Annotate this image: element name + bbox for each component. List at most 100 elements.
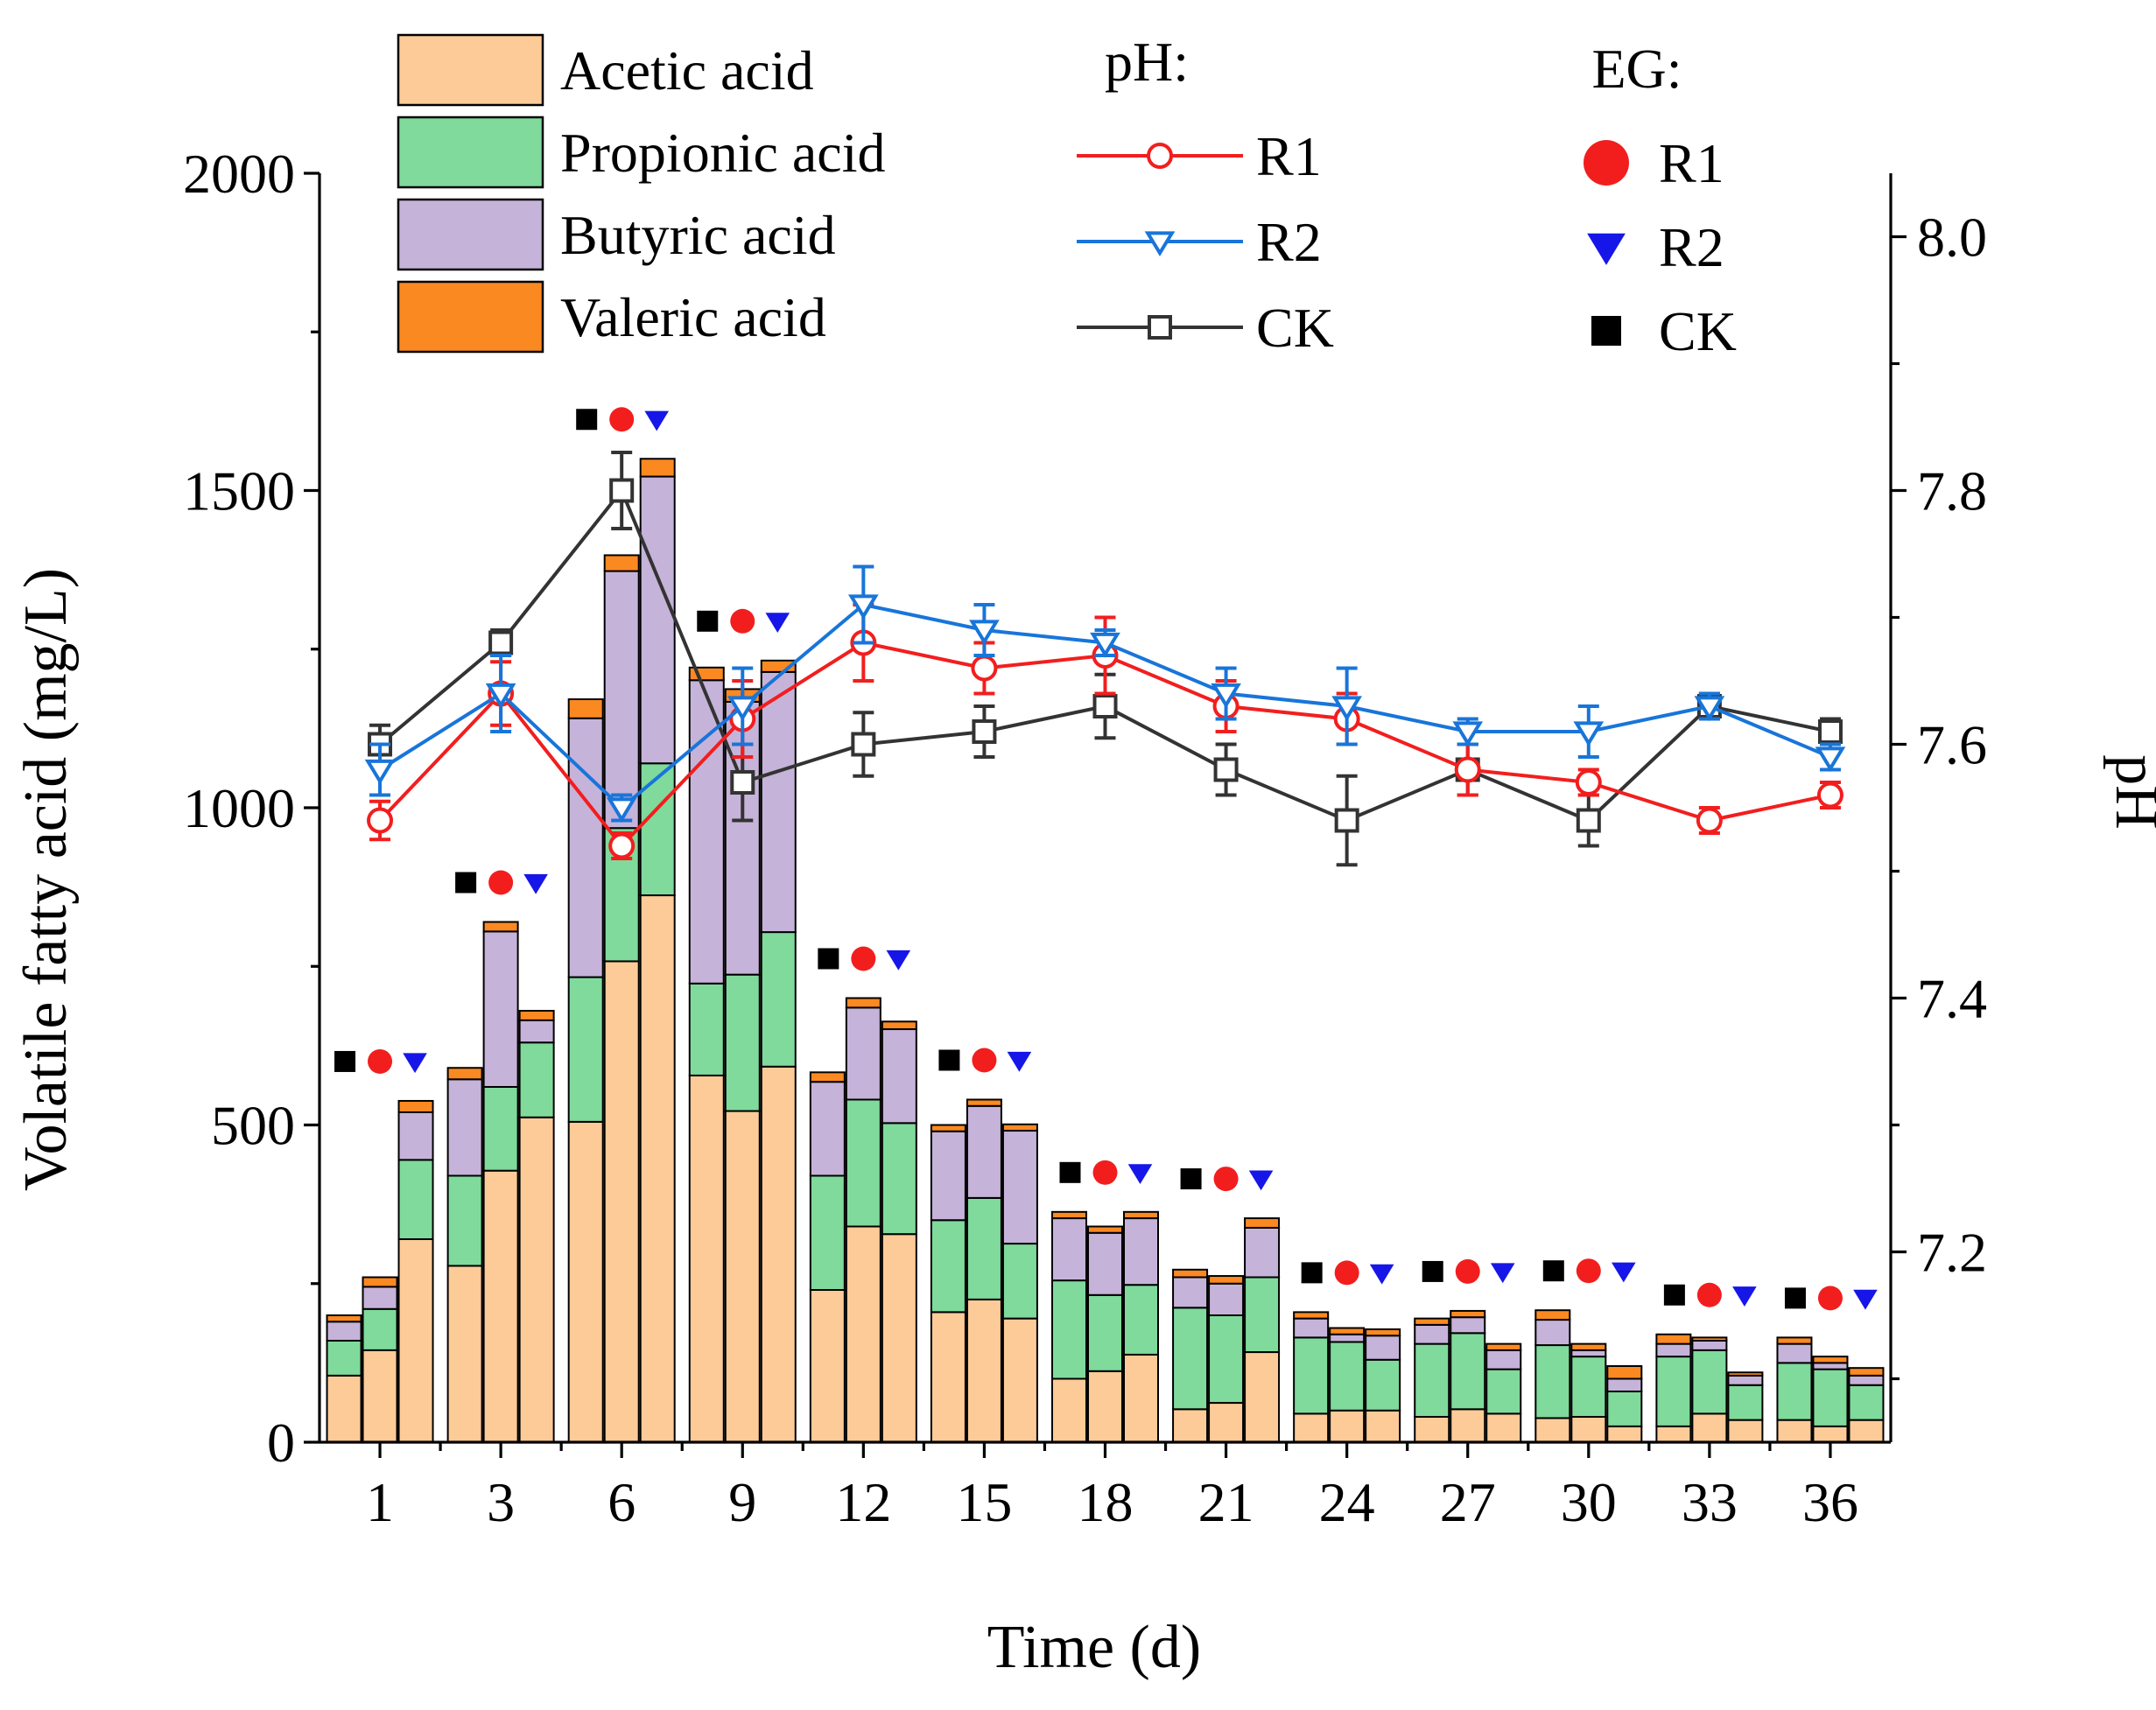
bar-acetic-acid-day24-ck xyxy=(1293,1412,1330,1443)
x-tick-label-36: 36 xyxy=(1802,1471,1858,1533)
bar-propionic-acid-day3-r1 xyxy=(482,1086,519,1172)
bar-acetic-acid-day24-r2 xyxy=(1365,1409,1401,1443)
bar-butyric-acid-day24-r2 xyxy=(1365,1335,1401,1361)
bar-acetic-acid-day6-ck xyxy=(567,1120,604,1443)
eg-marker-r2-day3 xyxy=(523,873,548,894)
bar-propionic-acid-day15-r1 xyxy=(966,1196,1002,1300)
eg-marker-r1-day1 xyxy=(368,1048,393,1074)
bar-valeric-acid-day6-r2 xyxy=(639,458,676,478)
bar-valeric-acid-day30-r2 xyxy=(1606,1365,1643,1380)
bar-propionic-acid-day18-r2 xyxy=(1123,1284,1159,1356)
bar-butyric-acid-day6-r1 xyxy=(603,570,640,830)
eg-marker-r1-day15 xyxy=(972,1048,997,1073)
bar-butyric-acid-day12-r2 xyxy=(881,1028,917,1125)
bar-acetic-acid-day21-r1 xyxy=(1208,1402,1245,1444)
y2-tick-label-8.0: 8.0 xyxy=(1917,207,1987,269)
bar-butyric-acid-day30-ck xyxy=(1534,1319,1571,1347)
bar-valeric-acid-day21-ck xyxy=(1172,1268,1209,1279)
bar-acetic-acid-day30-ck xyxy=(1534,1417,1571,1443)
bar-butyric-acid-day36-r2 xyxy=(1848,1374,1885,1386)
legend-swatch-propionic-acid xyxy=(397,116,544,189)
bar-propionic-acid-day33-r1 xyxy=(1691,1349,1728,1415)
bar-valeric-acid-day1-r2 xyxy=(397,1099,434,1113)
bar-acetic-acid-day12-r1 xyxy=(845,1225,881,1443)
bar-acetic-acid-day21-r2 xyxy=(1244,1351,1281,1444)
eg-marker-ck-day6 xyxy=(576,409,598,431)
bar-acetic-acid-day33-ck xyxy=(1655,1425,1692,1443)
x-tick-label-21: 21 xyxy=(1198,1471,1254,1533)
bar-butyric-acid-day6-ck xyxy=(567,717,604,978)
bar-valeric-acid-day33-ck xyxy=(1655,1333,1692,1345)
y-tick-label-2000: 2000 xyxy=(183,143,295,205)
bar-acetic-acid-day12-r2 xyxy=(881,1233,917,1443)
bar-propionic-acid-day15-r2 xyxy=(1001,1243,1038,1320)
legend-swatch-valeric-acid xyxy=(397,280,544,354)
bar-propionic-acid-day12-ck xyxy=(809,1174,846,1291)
legend-eg-label-r1: R1 xyxy=(1659,132,1724,194)
bar-valeric-acid-day3-r1 xyxy=(482,921,519,933)
eg-marker-r2-day12 xyxy=(886,950,911,971)
bar-valeric-acid-day1-ck xyxy=(326,1314,362,1323)
legend-swatch-acetic-acid xyxy=(397,33,544,107)
bar-butyric-acid-day15-ck xyxy=(930,1130,966,1222)
bar-propionic-acid-day30-ck xyxy=(1534,1344,1571,1419)
ph-point-r2-day36 xyxy=(1815,746,1846,773)
y-tick-label-1000: 1000 xyxy=(183,777,295,839)
bar-propionic-acid-day12-r2 xyxy=(881,1122,917,1236)
legend-eg-title: EG: xyxy=(1591,38,1682,100)
bar-valeric-acid-day15-ck xyxy=(930,1124,966,1132)
bar-acetic-acid-day18-r1 xyxy=(1087,1370,1123,1444)
bar-propionic-acid-day15-ck xyxy=(930,1219,966,1314)
ph-point-ck-day15 xyxy=(972,719,997,744)
x-tick-label-33: 33 xyxy=(1682,1471,1738,1533)
ph-point-r1-day36 xyxy=(1816,781,1843,809)
bar-propionic-acid-day30-r1 xyxy=(1570,1356,1607,1418)
x-axis-title: Time (d) xyxy=(987,1614,1201,1681)
bar-propionic-acid-day3-r2 xyxy=(518,1041,555,1118)
bar-valeric-acid-day3-ck xyxy=(446,1067,483,1081)
ph-point-ck-day12 xyxy=(851,732,876,757)
legend-eg-marker-r2 xyxy=(1587,233,1626,265)
bar-acetic-acid-day1-r1 xyxy=(362,1349,398,1443)
y-axis-title: Volatile fatty acid (mg/L) xyxy=(12,568,80,1191)
bar-propionic-acid-day9-r2 xyxy=(760,931,797,1068)
bar-acetic-acid-day9-r1 xyxy=(724,1110,761,1444)
bar-propionic-acid-day1-ck xyxy=(326,1340,362,1377)
x-tick-label-15: 15 xyxy=(956,1471,1012,1533)
bar-butyric-acid-day33-r2 xyxy=(1727,1374,1764,1386)
bar-valeric-acid-day12-ck xyxy=(809,1071,846,1083)
eg-marker-r1-day21 xyxy=(1213,1167,1239,1192)
bar-acetic-acid-day15-ck xyxy=(930,1311,966,1443)
legend-ph-marker-ck xyxy=(1148,315,1172,340)
bar-propionic-acid-day27-ck xyxy=(1414,1342,1450,1418)
bar-butyric-acid-day3-ck xyxy=(446,1078,483,1177)
ph-point-r2-day33 xyxy=(1694,696,1725,722)
bar-butyric-acid-day30-r2 xyxy=(1606,1377,1643,1392)
bar-butyric-acid-day27-ck xyxy=(1414,1323,1450,1345)
bar-valeric-acid-day1-r1 xyxy=(362,1276,398,1288)
eg-marker-ck-day15 xyxy=(938,1049,960,1071)
ph-point-ck-day6 xyxy=(609,478,635,503)
bar-valeric-acid-day27-r2 xyxy=(1485,1342,1522,1351)
eg-marker-ck-day3 xyxy=(455,872,477,894)
bar-valeric-acid-day12-r2 xyxy=(881,1020,917,1031)
bar-propionic-acid-day1-r2 xyxy=(397,1159,434,1240)
x-tick-label-1: 1 xyxy=(366,1471,394,1533)
bar-propionic-acid-day36-r2 xyxy=(1848,1384,1885,1421)
legend-label-valeric-acid: Valeric acid xyxy=(560,286,826,348)
eg-marker-r1-day33 xyxy=(1696,1282,1722,1307)
bar-valeric-acid-day33-r1 xyxy=(1691,1336,1728,1342)
bar-acetic-acid-day27-ck xyxy=(1414,1416,1450,1443)
y2-tick-label-7.2: 7.2 xyxy=(1917,1222,1987,1284)
bar-acetic-acid-day18-ck xyxy=(1051,1377,1087,1443)
ph-point-r2-day1 xyxy=(364,759,396,785)
legend-label-acetic-acid: Acetic acid xyxy=(560,39,814,102)
bar-valeric-acid-day6-ck xyxy=(567,698,604,719)
bar-propionic-acid-day21-r2 xyxy=(1244,1276,1281,1354)
eg-marker-ck-day33 xyxy=(1663,1284,1685,1306)
legend-eg-label-r2: R2 xyxy=(1659,216,1724,278)
eg-marker-ck-day9 xyxy=(697,610,719,632)
bar-valeric-acid-day18-ck xyxy=(1051,1210,1087,1220)
legend: Acetic acid Propionic acid Butyric acid Val… xyxy=(397,31,1737,362)
